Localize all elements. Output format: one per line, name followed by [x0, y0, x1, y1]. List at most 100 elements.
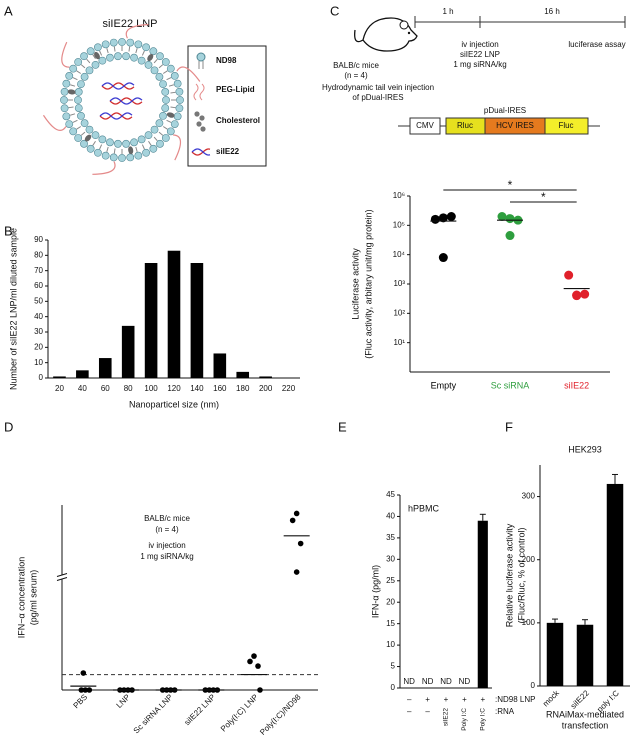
lipid-tail	[99, 50, 103, 56]
timeline-label: 16 h	[544, 7, 560, 16]
lipid-head	[101, 151, 110, 160]
row-cell: +	[425, 695, 430, 704]
x-tick-label: 180	[236, 384, 250, 393]
annotation: BALB/c mice	[144, 514, 190, 523]
lipid-tail	[76, 70, 82, 74]
lipid-head	[80, 119, 89, 128]
bar	[190, 263, 204, 378]
sirna	[101, 82, 135, 90]
x-tick-label: 100	[144, 384, 158, 393]
lipid-head	[118, 154, 126, 162]
legend-box	[187, 45, 267, 167]
lipid-head	[159, 80, 167, 89]
lipid-head	[130, 53, 138, 62]
caption: transfection	[562, 720, 609, 730]
panel-label: D	[4, 419, 13, 434]
x-tick-label: Poly(I:C)/ND98	[258, 692, 303, 735]
construct-part	[544, 117, 589, 135]
panel-label: A	[4, 3, 13, 18]
lipid-head	[62, 112, 71, 121]
value-label: ND	[440, 677, 452, 686]
lipid-tail	[135, 48, 138, 54]
sirna	[99, 112, 133, 120]
bar	[259, 376, 272, 378]
mouse-text: BALB/c mice	[333, 61, 379, 70]
diagram-a: siIE22 LNP ND98 PEG-Lipid Cholesterol si…	[102, 18, 267, 167]
cholesterol	[166, 112, 175, 118]
row-cell: +	[444, 695, 449, 704]
y-tick-label: 45	[386, 490, 395, 499]
lipid-tail	[92, 140, 96, 146]
cholesterol	[67, 89, 76, 95]
bar	[53, 376, 66, 378]
y-axis-label: (Fluc activity, arbitary unit/mg protein…	[363, 209, 373, 358]
lipid-head	[122, 139, 130, 148]
lipid-head	[149, 144, 158, 153]
x-tick-label: Poly(I:C) LNP	[219, 693, 260, 734]
y-tick-label: 10	[34, 358, 43, 367]
caption: RNAiMax-mediated	[546, 709, 624, 719]
lipid-head	[155, 72, 164, 81]
lipid-head	[86, 144, 95, 153]
lipid-head	[166, 127, 175, 136]
y-tick-label: 20	[386, 597, 395, 606]
y-tick-label: 60	[34, 281, 43, 290]
bar	[477, 520, 488, 688]
sirna	[99, 112, 133, 120]
point	[580, 289, 590, 299]
point	[446, 212, 456, 222]
mouse-ear	[399, 20, 409, 30]
lipid-tail	[72, 119, 78, 123]
lipid-head	[80, 52, 88, 61]
legend-icon	[200, 126, 206, 132]
lipid-tail	[166, 77, 172, 81]
row-cell: –	[425, 707, 430, 716]
lipid-head	[144, 60, 153, 69]
lipid-tail	[166, 119, 172, 123]
lipid-head	[142, 43, 150, 52]
lipid-head	[118, 38, 126, 46]
lipid-tail	[170, 91, 176, 94]
x-axis-label: Nanoparticel size (nm)	[129, 399, 219, 409]
panel-label: C	[330, 3, 339, 18]
sirna	[109, 97, 143, 105]
lipid-head	[69, 127, 78, 136]
lipid-head	[77, 80, 85, 89]
lipid-tail	[68, 106, 74, 109]
lipid-head	[91, 60, 100, 69]
x-tick-label: 200	[259, 384, 273, 393]
injection-text: iv injection	[461, 40, 498, 49]
lipid-head	[101, 40, 110, 49]
diagram-c: 1 h 16 h iv injection siIE22 LNP 1 mg si…	[322, 7, 626, 135]
lipid-head	[126, 153, 135, 162]
x-tick-label: 140	[190, 384, 204, 393]
cholesterol	[147, 53, 154, 62]
bar	[144, 263, 158, 378]
peg-lipid	[61, 41, 70, 68]
lipid-head	[74, 96, 82, 104]
x-tick-label: Sc siRNA	[491, 380, 530, 390]
mouse-eye	[407, 31, 411, 35]
lipid-head	[161, 88, 170, 96]
significance-label: *	[508, 178, 513, 192]
peg-lipid	[176, 66, 201, 82]
lipid-head	[98, 56, 107, 65]
axis-break	[58, 575, 66, 580]
y-tick-label: 30	[34, 327, 43, 336]
lipid-head	[74, 134, 83, 142]
lipid-head	[159, 111, 167, 120]
lipid-head	[144, 131, 153, 140]
row-cell: +	[480, 695, 485, 704]
y-tick-label: 10¹	[393, 338, 405, 347]
peg-lipid	[173, 134, 182, 161]
injection-text: siIE22 LNP	[460, 50, 500, 59]
peg-lipid	[92, 161, 116, 175]
lipid-head	[173, 112, 182, 121]
lipid-head	[106, 53, 114, 62]
y-tick-label: 10³	[393, 279, 405, 288]
y-axis-label: Relative luciferase activity	[504, 523, 514, 627]
lipid-tail	[141, 144, 145, 150]
lipid-tail	[70, 84, 76, 87]
lipid-head	[80, 72, 89, 81]
